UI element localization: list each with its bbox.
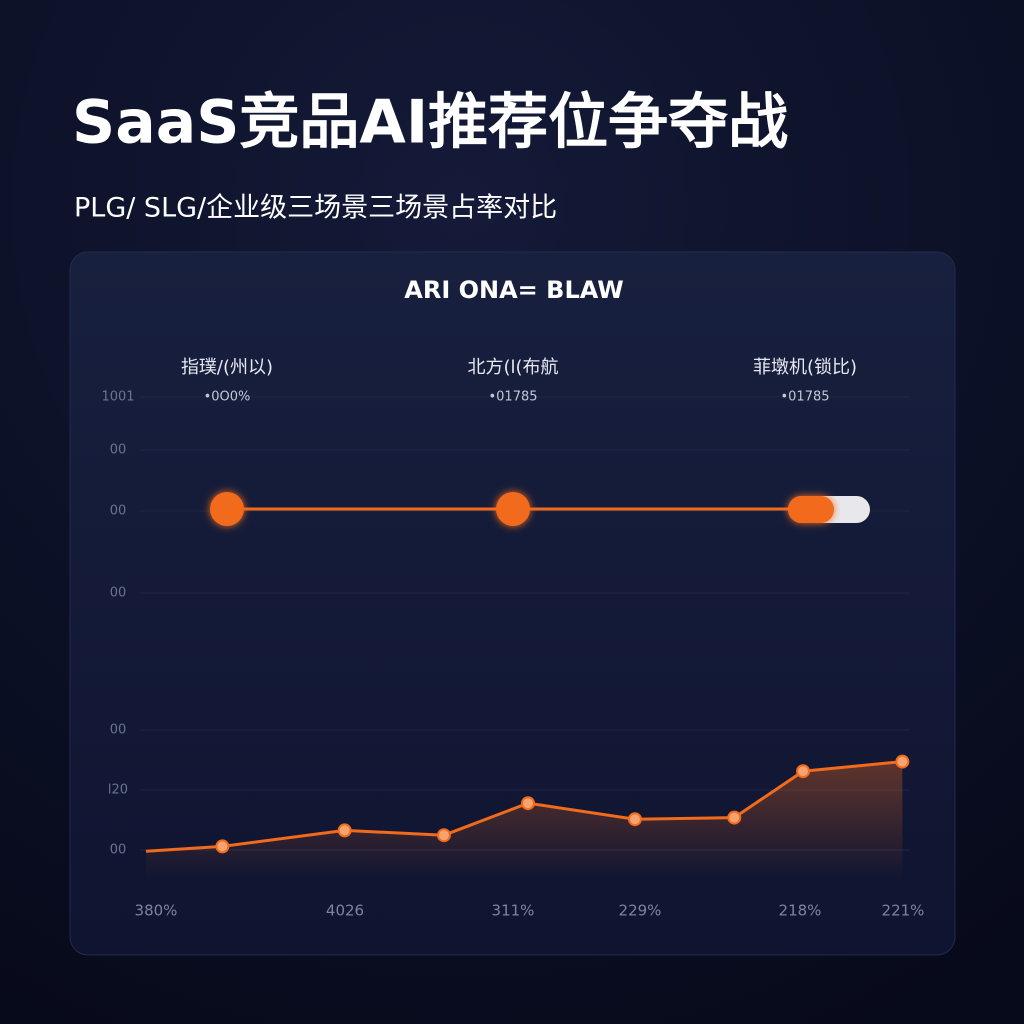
chart-panel: [69, 251, 956, 956]
y-label: 1001: [101, 390, 134, 405]
column-value: •01785: [488, 390, 537, 405]
column-value: •0O0%: [204, 390, 251, 405]
y-label: l20: [108, 783, 128, 798]
track-dot: [496, 492, 530, 526]
point: [627, 812, 642, 827]
column-label: 北方(l(布航: [467, 357, 558, 378]
column-value: •01785: [780, 390, 829, 405]
point: [436, 828, 451, 843]
y-label: 00: [110, 586, 127, 601]
x-label: 229%: [619, 902, 662, 920]
point: [521, 796, 535, 811]
point: [215, 839, 230, 854]
point: [337, 823, 352, 838]
point: [727, 810, 742, 825]
y-label: 00: [110, 504, 127, 519]
point: [796, 764, 811, 779]
column-label: 菲墩机(锁比): [753, 357, 857, 378]
y-label: 00: [110, 443, 127, 458]
x-label: 380%: [135, 902, 178, 920]
page-title: SaaS竞品AI推荐位争夺战: [72, 88, 788, 158]
y-label: 00: [110, 723, 127, 738]
y-label: 00: [110, 843, 127, 858]
line-area: [146, 761, 903, 880]
point: [895, 754, 910, 769]
page-subtitle: PLG/ SLG/企业级三场景三场景占率对比: [74, 193, 557, 224]
x-label: 221%: [882, 902, 925, 920]
x-label: 4026: [326, 902, 364, 920]
track-dot: [210, 492, 244, 526]
x-label: 218%: [779, 902, 822, 920]
column-label: 指璞/(州以): [181, 357, 273, 378]
x-label: 311%: [492, 902, 535, 920]
chart-title: ARI ONA= BLAW: [404, 276, 623, 304]
track-pill-fill: [788, 496, 834, 523]
